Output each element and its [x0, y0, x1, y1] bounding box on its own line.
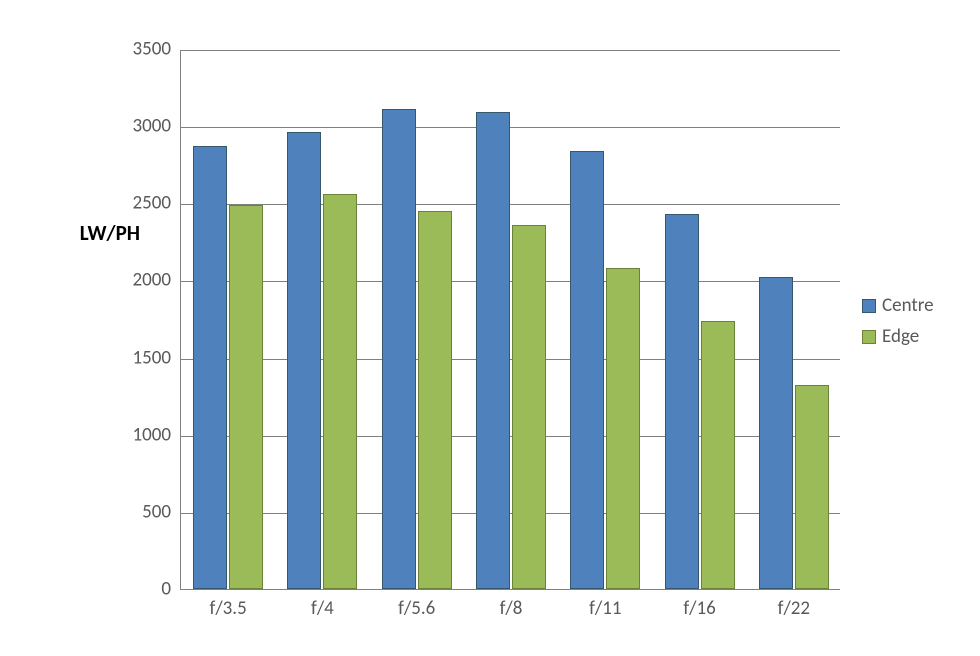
bar-centre	[665, 214, 699, 589]
gridline	[181, 50, 840, 51]
bar-edge	[701, 321, 735, 589]
bar-centre	[287, 132, 321, 589]
y-tick-label: 3500	[132, 38, 181, 61]
x-tick-label: f/16	[683, 589, 715, 620]
y-tick-label: 1000	[132, 423, 181, 446]
bar-edge	[323, 194, 357, 589]
x-tick-label: f/22	[778, 589, 810, 620]
gridline	[181, 436, 840, 437]
legend-swatch	[862, 299, 876, 313]
y-tick-label: 1500	[132, 346, 181, 369]
bar-edge	[606, 268, 640, 589]
gridline	[181, 204, 840, 205]
y-tick-label: 2000	[132, 269, 181, 292]
gridline	[181, 127, 840, 128]
legend-item-centre: Centre	[862, 294, 934, 317]
x-tick-label: f/3.5	[210, 589, 247, 620]
bar-centre	[476, 112, 510, 589]
x-tick-label: f/11	[589, 589, 621, 620]
plot-area: 0500100015002000250030003500f/3.5f/4f/5.…	[180, 50, 840, 590]
y-tick-label: 0	[161, 578, 181, 601]
x-tick-label: f/8	[500, 589, 523, 620]
bar-edge	[512, 225, 546, 589]
bar-edge	[795, 385, 829, 589]
y-tick-label: 2500	[132, 192, 181, 215]
gridline	[181, 513, 840, 514]
gridline	[181, 359, 840, 360]
bar-centre	[382, 109, 416, 589]
gridline	[181, 281, 840, 282]
legend-label: Centre	[882, 294, 934, 317]
bar-edge	[229, 205, 263, 589]
legend-swatch	[862, 330, 876, 344]
bar-centre	[193, 146, 227, 589]
bar-centre	[759, 277, 793, 589]
legend: Centre Edge	[862, 294, 934, 356]
x-tick-label: f/4	[311, 589, 334, 620]
bar-edge	[418, 211, 452, 589]
y-tick-label: 500	[142, 500, 181, 523]
legend-label: Edge	[882, 325, 919, 348]
bar-centre	[570, 151, 604, 589]
legend-item-edge: Edge	[862, 325, 934, 348]
x-tick-label: f/5.6	[398, 589, 435, 620]
y-axis-title: LW/PH	[35, 220, 140, 246]
y-tick-label: 3000	[132, 115, 181, 138]
chart-container: LW/PH 0500100015002000250030003500f/3.5f…	[0, 0, 980, 656]
